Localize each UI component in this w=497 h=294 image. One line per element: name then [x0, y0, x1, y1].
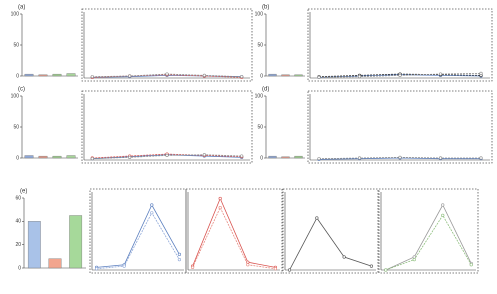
bar	[281, 156, 290, 159]
y-tick-label: 20	[15, 242, 21, 248]
point	[177, 258, 181, 262]
y-tick-label: 0	[260, 73, 263, 79]
bar	[24, 155, 34, 159]
point	[90, 75, 94, 79]
point	[165, 72, 169, 76]
y-tick-label: 100	[11, 11, 20, 17]
bar	[66, 155, 76, 159]
bar	[294, 74, 303, 77]
point	[357, 156, 362, 160]
bar	[281, 74, 290, 77]
point	[128, 155, 132, 159]
point	[128, 74, 132, 78]
point	[438, 72, 443, 76]
point	[165, 153, 169, 157]
bar	[69, 215, 83, 269]
point	[469, 263, 473, 267]
point	[202, 73, 206, 77]
line	[289, 217, 372, 271]
y-tick-label: 40	[15, 219, 21, 225]
point	[191, 265, 195, 270]
point	[246, 263, 250, 267]
point	[398, 155, 402, 159]
y-tick-label: 0	[260, 155, 263, 161]
y-tick-label: 0	[16, 155, 19, 161]
point	[342, 255, 346, 259]
y-tick-label: 100	[11, 93, 20, 99]
panel-box	[378, 188, 479, 274]
y-tick-label: 0	[18, 265, 21, 271]
point	[150, 211, 154, 215]
point	[479, 156, 483, 160]
line	[92, 154, 242, 160]
panel-label: (e)	[20, 189, 27, 195]
y-tick-label: 100	[255, 93, 264, 99]
point	[412, 258, 416, 262]
point	[441, 213, 445, 217]
point	[202, 153, 206, 157]
panel-label: (b)	[262, 5, 269, 11]
y-tick-label: 50	[257, 124, 263, 130]
point	[479, 71, 483, 75]
panel-box	[282, 188, 379, 274]
y-tick-label: 60	[15, 195, 21, 201]
point	[90, 157, 94, 161]
panel-box	[307, 8, 493, 82]
point	[398, 73, 402, 77]
point	[412, 255, 416, 259]
point	[441, 203, 445, 207]
line	[192, 206, 276, 270]
point	[122, 264, 126, 268]
y-tick-label: 50	[257, 42, 263, 48]
line	[385, 204, 472, 271]
panel-label: (c)	[18, 87, 25, 93]
point	[369, 264, 374, 268]
panel-label: (d)	[262, 87, 269, 93]
bar	[27, 221, 41, 269]
y-tick-label: 100	[255, 11, 264, 17]
bar	[24, 73, 34, 77]
point	[287, 268, 292, 272]
point	[384, 268, 388, 272]
line	[92, 153, 242, 159]
panel-label: (a)	[18, 5, 25, 11]
bar	[268, 155, 277, 159]
bar	[48, 258, 62, 269]
point	[438, 156, 443, 160]
point	[240, 75, 244, 79]
point	[177, 252, 181, 256]
bar	[66, 73, 76, 77]
panel-box	[81, 8, 253, 82]
point	[273, 267, 278, 271]
point	[218, 196, 222, 201]
bar	[52, 73, 62, 77]
point	[315, 216, 319, 220]
bar	[268, 73, 277, 77]
point	[317, 157, 321, 161]
y-tick-label: 50	[13, 42, 19, 48]
point	[317, 75, 321, 79]
line	[385, 214, 472, 271]
bar	[38, 74, 48, 77]
line	[96, 204, 180, 268]
point	[240, 154, 244, 158]
point	[150, 203, 154, 207]
panel-box	[185, 188, 283, 274]
point	[357, 75, 362, 79]
line	[96, 211, 180, 270]
bar	[38, 155, 48, 159]
y-tick-label: 50	[13, 124, 19, 130]
point	[94, 267, 99, 271]
line	[92, 73, 242, 78]
bar	[294, 155, 303, 159]
y-tick-label: 0	[16, 73, 19, 79]
point	[218, 206, 222, 210]
line	[192, 197, 276, 268]
panel-box	[307, 90, 493, 164]
bar	[52, 155, 62, 159]
panel-box	[81, 90, 253, 164]
